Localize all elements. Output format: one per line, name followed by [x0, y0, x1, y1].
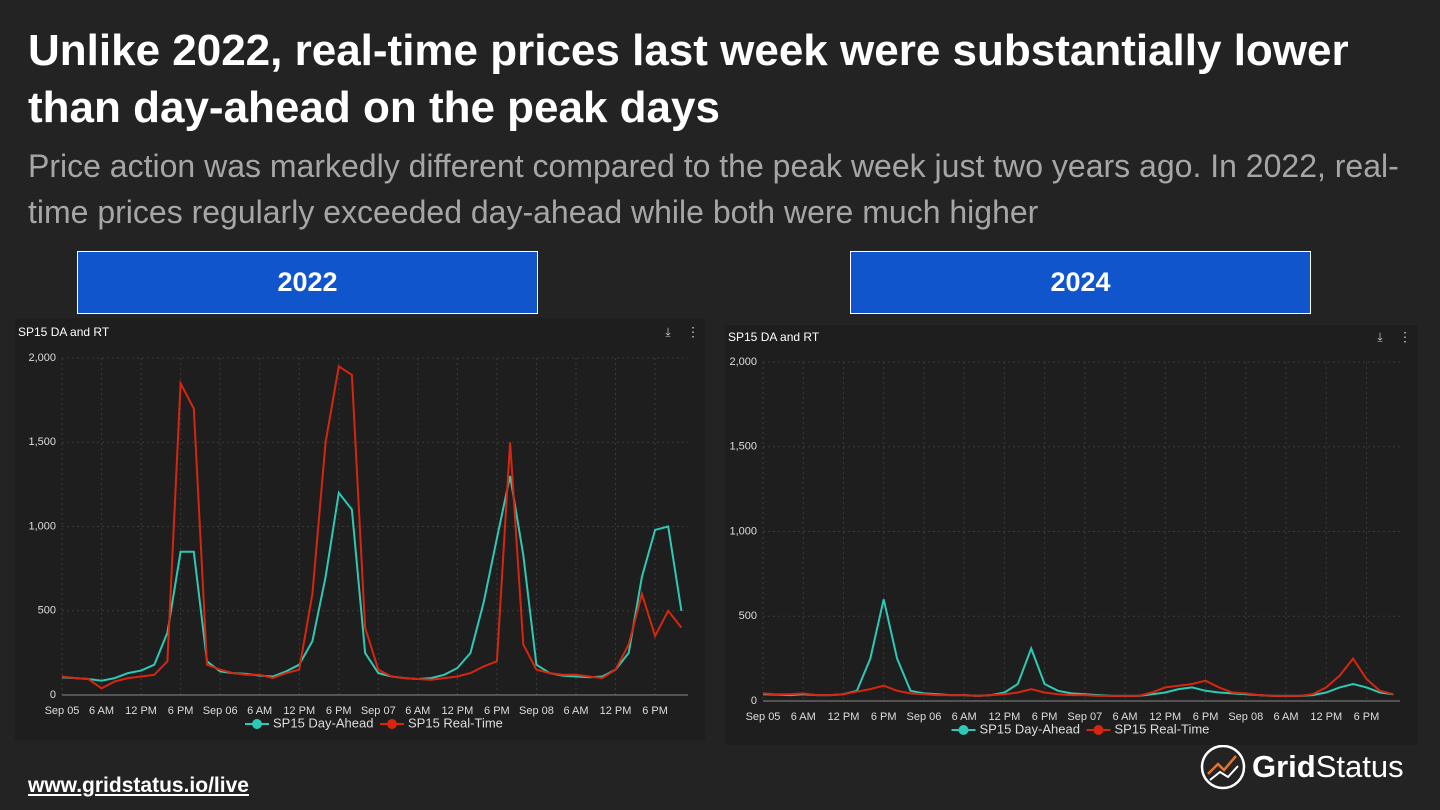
slide-title: Unlike 2022, real-time prices last week … [28, 26, 1349, 132]
slide-subtitle: Price action was markedly different comp… [28, 148, 1399, 230]
logo-regular: Status [1315, 749, 1404, 784]
x-tick-label: 6 AM [563, 705, 588, 717]
logo-bold: Grid [1252, 749, 1316, 784]
x-tick-label: Sep 07 [1067, 711, 1102, 723]
legend-label: SP15 Real-Time [408, 715, 503, 730]
panel-label: 2024 [850, 251, 1311, 314]
chart-title: SP15 DA and RT [18, 325, 110, 339]
x-tick-label: 6 AM [952, 711, 977, 723]
menu-icon: ⋮ [1399, 329, 1412, 344]
x-tick-label: Sep 06 [203, 705, 238, 717]
x-tick-label: 6 PM [642, 705, 668, 717]
x-tick-label: 6 AM [405, 705, 430, 717]
x-tick-label: Sep 06 [906, 711, 941, 723]
x-tick-label: 6 PM [484, 705, 510, 717]
x-tick-label: 6 AM [791, 711, 816, 723]
series-line [762, 656, 1394, 697]
logo-icon [1200, 744, 1246, 790]
x-tick-label: 6 PM [1032, 711, 1058, 723]
x-tick-label: Sep 05 [45, 705, 80, 717]
panel-label: 2022 [77, 251, 538, 314]
y-tick-label: 2,000 [28, 352, 56, 364]
y-tick-label: 0 [50, 689, 56, 701]
y-tick-label: 500 [38, 605, 56, 617]
x-tick-label: 6 AM [1113, 711, 1138, 723]
y-tick-label: 2,000 [729, 356, 757, 368]
x-tick-label: 6 PM [326, 705, 352, 717]
x-tick-label: 12 PM [441, 705, 473, 717]
x-tick-label: 6 AM [89, 705, 114, 717]
legend-marker [958, 725, 969, 735]
x-tick-label: 6 AM [1273, 711, 1298, 723]
y-tick-label: 500 [739, 610, 757, 622]
legend-label: SP15 Real-Time [1115, 721, 1210, 736]
x-tick-label: 6 PM [1354, 711, 1380, 723]
x-tick-label: 12 PM [828, 711, 860, 723]
series-line [61, 475, 683, 682]
download-icon: ⤓ [1377, 330, 1383, 344]
x-tick-label: 6 PM [168, 705, 194, 717]
x-tick-label: 6 PM [871, 711, 897, 723]
y-tick-label: 1,500 [729, 441, 757, 453]
x-tick-label: 12 PM [1149, 711, 1181, 723]
x-tick-label: 12 PM [988, 711, 1020, 723]
legend-marker [387, 719, 397, 729]
legend-marker [252, 719, 262, 729]
x-tick-label: 12 PM [125, 705, 157, 717]
series-line [61, 364, 683, 690]
x-tick-label: 12 PM [283, 705, 315, 717]
y-tick-label: 1,500 [28, 436, 56, 448]
x-tick-label: Sep 07 [361, 705, 396, 717]
legend-label: SP15 Day-Ahead [273, 715, 373, 730]
chart-bg [725, 325, 1418, 745]
x-tick-label: 12 PM [1310, 711, 1342, 723]
y-tick-label: 1,000 [28, 520, 56, 532]
download-icon: ⤓ [665, 325, 671, 339]
x-tick-label: Sep 08 [1228, 711, 1263, 723]
x-tick-label: 6 PM [1193, 711, 1219, 723]
y-tick-label: 0 [751, 695, 757, 707]
legend-marker [1093, 725, 1104, 735]
footer-link[interactable]: www.gridstatus.io/live [28, 774, 249, 797]
x-tick-label: Sep 08 [519, 705, 554, 717]
chart-title: SP15 DA and RT [728, 330, 820, 344]
x-tick-label: 6 AM [247, 705, 272, 717]
logo: GridStatus [1200, 744, 1404, 790]
x-tick-label: 12 PM [600, 705, 632, 717]
y-tick-label: 1,000 [729, 525, 757, 537]
menu-icon: ⋮ [687, 324, 700, 339]
legend-label: SP15 Day-Ahead [980, 721, 1080, 736]
x-tick-label: Sep 05 [746, 711, 781, 723]
